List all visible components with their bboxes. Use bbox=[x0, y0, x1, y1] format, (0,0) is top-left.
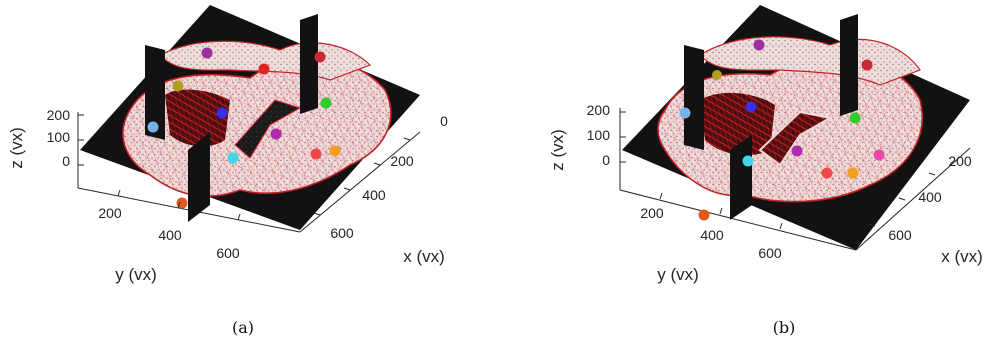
panel-b-cavity bbox=[758, 110, 833, 167]
landmark-point bbox=[314, 51, 326, 63]
panel-a-landmarks bbox=[147, 47, 341, 209]
panel-b-axes bbox=[619, 108, 971, 251]
panel-b-z-ticks: 200 100 0 bbox=[587, 102, 626, 168]
landmark-point bbox=[873, 149, 885, 161]
landmark-point bbox=[329, 145, 341, 157]
panel-b-upper-shell bbox=[699, 36, 921, 86]
panel-b-x-ticks: 200 400 600 bbox=[868, 153, 972, 243]
x-tick-label: 0 bbox=[440, 113, 448, 129]
landmark-point bbox=[172, 80, 184, 92]
panel-a-muscle bbox=[165, 89, 230, 147]
y-tick-label: 400 bbox=[700, 227, 724, 243]
panel-caption: (a) bbox=[232, 318, 254, 337]
landmark-point bbox=[201, 47, 213, 59]
panel-a-vertical-slice-2 bbox=[300, 14, 318, 114]
z-tick-label: 100 bbox=[47, 129, 71, 145]
y-axis-label: y (vx) bbox=[657, 265, 699, 284]
panel-a-y-ticks: 200 400 600 bbox=[98, 189, 241, 261]
panel-a-z-ticks: 200 100 0 bbox=[47, 107, 84, 169]
landmark-point bbox=[227, 152, 239, 164]
landmark-point bbox=[270, 128, 282, 140]
panel-a-vertical-slice-3 bbox=[188, 132, 210, 222]
y-tick-label: 600 bbox=[216, 245, 240, 261]
z-tick-label: 200 bbox=[47, 107, 71, 123]
panel-a: 200 100 0 z (vx) 200 400 600 y (vx) 0 20… bbox=[7, 5, 448, 337]
landmark-point bbox=[753, 39, 765, 51]
landmark-point bbox=[698, 209, 710, 221]
x-tick-label: 400 bbox=[918, 189, 942, 205]
landmark-point bbox=[861, 59, 873, 71]
panel-a-x-ticks: 0 200 400 600 bbox=[313, 113, 448, 241]
z-axis-label: z (vx) bbox=[548, 129, 567, 171]
y-tick-label: 200 bbox=[640, 205, 664, 221]
landmark-point bbox=[849, 112, 861, 124]
panel-a-vertical-slice-1 bbox=[145, 45, 165, 140]
y-tick-label: 600 bbox=[758, 245, 782, 261]
landmark-point bbox=[847, 167, 859, 179]
panel-b-y-ticks: 200 400 600 bbox=[640, 192, 783, 261]
x-tick-label: 400 bbox=[362, 187, 386, 203]
landmark-point bbox=[258, 63, 270, 75]
z-tick-label: 0 bbox=[602, 152, 610, 168]
x-tick-label: 200 bbox=[390, 153, 414, 169]
z-tick-label: 0 bbox=[62, 153, 70, 169]
x-tick-label: 200 bbox=[948, 153, 972, 169]
panel-b-vertical-slice-1 bbox=[684, 45, 704, 150]
z-tick-label: 200 bbox=[587, 102, 611, 118]
landmark-point bbox=[216, 107, 228, 119]
landmark-point bbox=[821, 167, 833, 179]
panel-a-cavity bbox=[234, 99, 302, 159]
z-tick-label: 100 bbox=[587, 127, 611, 143]
z-axis-label: z (vx) bbox=[7, 127, 26, 169]
landmark-point bbox=[712, 70, 722, 80]
x-tick-label: 600 bbox=[330, 225, 354, 241]
y-axis-label: y (vx) bbox=[115, 265, 157, 284]
landmark-point bbox=[679, 107, 691, 119]
landmark-point bbox=[310, 148, 322, 160]
x-axis-label: x (vx) bbox=[941, 247, 983, 266]
panel-b: 200 100 0 z (vx) 200 400 600 y (vx) 200 … bbox=[548, 5, 983, 337]
y-tick-label: 200 bbox=[98, 205, 122, 221]
landmark-point bbox=[791, 145, 803, 157]
x-tick-label: 600 bbox=[888, 227, 912, 243]
landmark-point bbox=[745, 101, 757, 113]
panel-caption: (b) bbox=[773, 318, 796, 337]
panel-b-landmarks bbox=[679, 39, 885, 221]
landmark-point bbox=[320, 97, 332, 109]
panel-b-vertical-slice-2 bbox=[840, 14, 858, 116]
y-tick-label: 400 bbox=[158, 227, 182, 243]
x-axis-label: x (vx) bbox=[403, 247, 445, 266]
landmark-point bbox=[147, 121, 159, 133]
landmark-point bbox=[742, 155, 754, 167]
